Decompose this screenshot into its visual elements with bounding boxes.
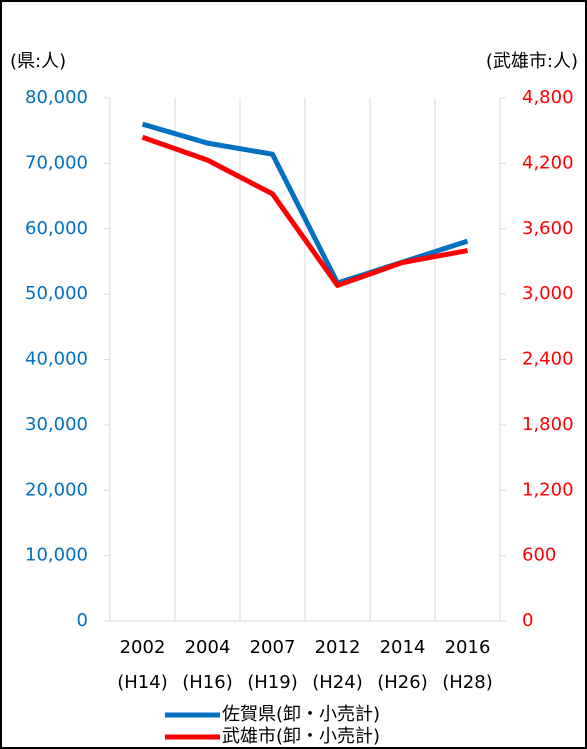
series-line bbox=[141, 134, 468, 288]
y-tick-label: 0 bbox=[77, 610, 88, 631]
x-tick-label: (H26) bbox=[377, 672, 427, 693]
y2-tick-label: 4,800 bbox=[522, 87, 574, 108]
y-tick-label: 70,000 bbox=[25, 152, 88, 173]
x-tick-label: (H28) bbox=[442, 672, 492, 693]
legend-label: 佐賀県(卸・小売計) bbox=[222, 704, 380, 725]
y2-tick-label: 2,400 bbox=[522, 349, 574, 370]
y2-tick-label: 1,200 bbox=[522, 479, 574, 500]
x-tick-label: (H19) bbox=[247, 672, 297, 693]
y2-tick-label: 1,800 bbox=[522, 414, 574, 435]
x-tick-label: (H24) bbox=[312, 672, 362, 693]
y2-tick-label: 0 bbox=[522, 610, 533, 631]
x-tick-label: 2004 bbox=[185, 637, 231, 658]
y2-tick-label: 3,000 bbox=[522, 283, 574, 304]
y-tick-label: 30,000 bbox=[25, 414, 88, 435]
x-tick-label: 2016 bbox=[445, 637, 491, 658]
y-axis-label: (県:人) bbox=[10, 51, 66, 72]
x-tick-label: 2007 bbox=[250, 637, 296, 658]
y2-tick-label: 4,200 bbox=[522, 152, 574, 173]
x-tick-label: 2014 bbox=[380, 637, 426, 658]
y-tick-label: 60,000 bbox=[25, 218, 88, 239]
y-tick-label: 20,000 bbox=[25, 479, 88, 500]
x-tick-label: (H16) bbox=[182, 672, 232, 693]
y2-axis-label: (武雄市:人) bbox=[486, 51, 578, 72]
legend-label: 武雄市(卸・小売計) bbox=[222, 726, 380, 747]
x-tick-label: 2012 bbox=[315, 637, 361, 658]
x-tick-label: (H14) bbox=[117, 672, 167, 693]
y-tick-label: 10,000 bbox=[25, 545, 88, 566]
y-tick-label: 80,000 bbox=[25, 87, 88, 108]
y-tick-label: 40,000 bbox=[25, 349, 88, 370]
y2-tick-label: 3,600 bbox=[522, 218, 574, 239]
y-tick-label: 50,000 bbox=[25, 283, 88, 304]
x-tick-label: 2002 bbox=[120, 637, 166, 658]
y2-tick-label: 600 bbox=[522, 545, 556, 566]
